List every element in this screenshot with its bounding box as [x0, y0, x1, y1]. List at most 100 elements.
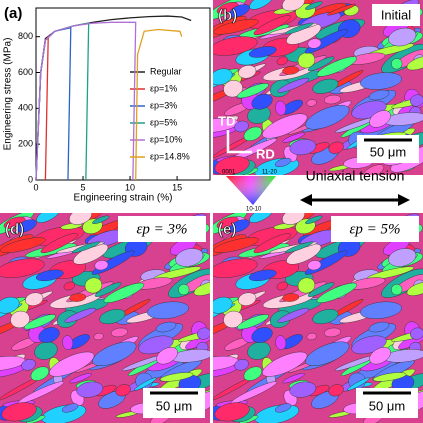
scale-label: 50 μm [156, 398, 192, 413]
grain [406, 281, 423, 296]
grain [92, 341, 137, 366]
grain [307, 38, 322, 49]
ipf-label: 11-20 [262, 170, 278, 176]
grain [84, 277, 103, 294]
grain [213, 36, 258, 56]
grain [213, 68, 233, 86]
x-tick-label: 0 [33, 182, 38, 192]
grain [275, 100, 287, 116]
grain [388, 27, 417, 47]
grain [307, 282, 335, 297]
grain [61, 403, 79, 413]
grain [249, 213, 274, 223]
grain [369, 110, 391, 128]
grain [391, 58, 403, 70]
grain [247, 341, 271, 360]
grain [274, 157, 292, 168]
grain [92, 215, 110, 224]
grain [110, 327, 128, 338]
grain [16, 219, 37, 233]
grain [253, 15, 291, 36]
grain [305, 105, 350, 130]
legend-label: εp=10% [150, 134, 182, 144]
grain [238, 292, 257, 306]
grain [282, 0, 305, 12]
x-tick-label: 5 [81, 182, 86, 192]
grain [62, 335, 74, 351]
grain [289, 381, 317, 398]
grain [71, 241, 101, 254]
label-box [372, 4, 420, 26]
legend-label: Regular [150, 66, 182, 76]
grain [243, 126, 263, 142]
grain [391, 284, 403, 296]
ipf-triangle-shade [226, 176, 276, 205]
grain [306, 99, 317, 107]
grain [243, 366, 263, 381]
grain [223, 80, 243, 98]
grain [64, 307, 97, 323]
grain [103, 282, 145, 303]
axis-td: TD [218, 113, 235, 128]
scale-label: 50 μm [369, 398, 405, 413]
grain [238, 65, 257, 79]
grain [323, 327, 341, 338]
panel-label: (d) [5, 221, 24, 238]
grain [327, 3, 356, 16]
grain [178, 284, 190, 296]
grain [69, 213, 92, 225]
ebsd-map [213, 0, 423, 175]
grain [410, 327, 423, 340]
grain [284, 22, 314, 35]
series-line [35, 21, 137, 181]
grain [262, 351, 308, 377]
grain [24, 314, 56, 330]
grain [307, 260, 322, 271]
grain [276, 56, 289, 66]
grain [388, 248, 417, 267]
grain [213, 237, 259, 253]
grain [305, 215, 323, 224]
grain [282, 66, 300, 75]
grain [237, 83, 269, 99]
grain [69, 373, 92, 384]
grain [25, 292, 44, 306]
grain [305, 341, 350, 366]
grain [34, 341, 58, 360]
grain [159, 372, 194, 382]
grain [94, 282, 122, 297]
grain [213, 258, 258, 278]
grain [251, 327, 273, 343]
grain [21, 359, 36, 371]
grain [323, 94, 341, 105]
grain [410, 94, 423, 107]
grain [229, 4, 250, 18]
grain [363, 164, 385, 175]
grain [251, 93, 273, 110]
grain [223, 310, 243, 329]
grain [40, 233, 78, 254]
legend-label: εp=3% [150, 100, 177, 110]
y-tick-label: 400 [18, 103, 33, 113]
grain [297, 52, 316, 69]
grain [213, 296, 233, 314]
grain [282, 373, 305, 384]
ipf-label: 10-10 [246, 207, 262, 213]
grain [229, 219, 250, 233]
stress-strain-chart: 0 5 10 15 0 200 400 600 800 Engineering strain (%… [0, 0, 212, 212]
plot-frame [35, 7, 211, 181]
grain [306, 332, 317, 341]
grain [277, 77, 310, 93]
grain [156, 347, 178, 365]
grain [49, 351, 95, 377]
panel-label: (a) [4, 5, 22, 22]
legend-label: εp=14.8% [150, 151, 190, 161]
label-box [118, 216, 206, 242]
tension-label: Uniaxial tension [306, 168, 405, 184]
legend-label: εp=1% [150, 83, 177, 93]
grain [305, 1, 323, 10]
grain [276, 281, 289, 291]
grain [368, 89, 390, 101]
grain [35, 269, 64, 282]
grain [99, 309, 126, 325]
